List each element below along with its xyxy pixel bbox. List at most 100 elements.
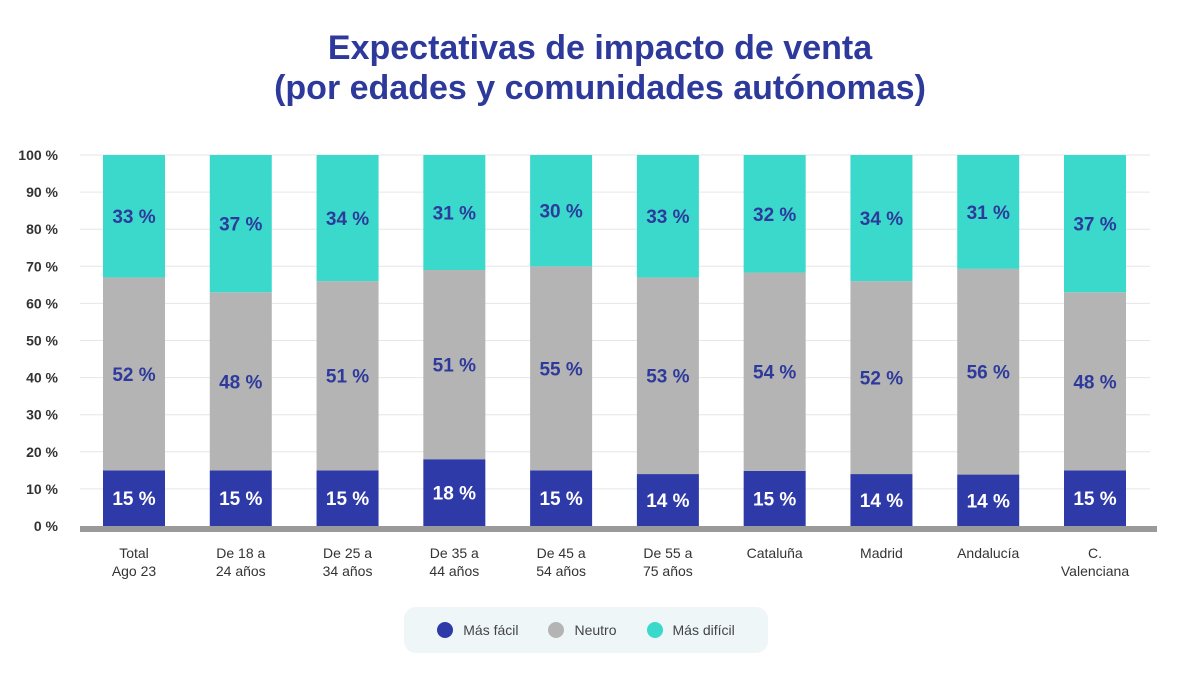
- x-tick-label: Madrid: [860, 545, 903, 561]
- x-tick-label: 75 años: [643, 563, 693, 579]
- bar-segment: [636, 277, 699, 475]
- bar-segment: [1064, 292, 1126, 471]
- bar-segment: [1064, 470, 1126, 526]
- data-label: 34 %: [326, 209, 369, 230]
- bar-segment: [957, 155, 1020, 269]
- data-label: 54 %: [753, 363, 796, 384]
- y-tick-label: 80 %: [26, 221, 58, 237]
- bar-segment: [530, 266, 593, 471]
- legend: Más fácil Neutro Más difícil: [404, 607, 768, 653]
- bar-segment: [850, 155, 913, 282]
- data-label: 53 %: [646, 367, 689, 388]
- x-tick-label: De 35 a: [430, 545, 479, 561]
- data-label: 15 %: [753, 489, 796, 510]
- data-label: 15 %: [326, 489, 369, 510]
- data-label: 32 %: [753, 205, 796, 226]
- x-tick-label: Andalucía: [957, 545, 1019, 561]
- chart-title: Expectativas de impacto de venta (por ed…: [0, 28, 1200, 108]
- y-tick-label: 20 %: [26, 444, 58, 460]
- bar-segment: [850, 474, 913, 526]
- data-label: 14 %: [967, 491, 1010, 512]
- data-label: 18 %: [433, 484, 476, 505]
- bar-segment: [636, 155, 699, 278]
- data-label: 15 %: [219, 489, 262, 510]
- y-tick-label: 50 %: [26, 333, 58, 349]
- data-label: 48 %: [1073, 372, 1116, 393]
- y-tick-label: 40 %: [26, 370, 58, 386]
- data-label: 14 %: [860, 491, 903, 512]
- bar-segment: [743, 272, 806, 471]
- bar-segment: [957, 268, 1020, 475]
- legend-item: Neutro: [548, 622, 617, 638]
- data-label: 15 %: [112, 489, 155, 510]
- x-tick-label: 44 años: [429, 563, 479, 579]
- bar-segment: [743, 470, 806, 526]
- data-label: 51 %: [433, 356, 476, 377]
- x-tick-label: Total: [119, 545, 149, 561]
- y-tick-label: 60 %: [26, 295, 58, 311]
- y-tick-label: 90 %: [26, 184, 58, 200]
- bar-segment: [103, 277, 165, 471]
- x-tick-label: Ago 23: [112, 563, 157, 579]
- data-label: 34 %: [860, 209, 903, 230]
- data-label: 56 %: [967, 363, 1010, 384]
- title-line-1: Expectativas de impacto de venta: [327, 29, 873, 67]
- y-tick-label: 100 %: [18, 147, 58, 163]
- legend-item: Más difícil: [646, 622, 735, 638]
- data-label: 37 %: [219, 215, 262, 236]
- x-tick-label: C.: [1088, 545, 1102, 561]
- bar-segment: [957, 474, 1020, 526]
- bar-segment: [530, 470, 593, 526]
- bar-segment: [850, 281, 913, 475]
- legend-dot-icon: [646, 622, 663, 638]
- x-tick-label: De 25 a: [323, 545, 372, 561]
- x-tick-label: 54 años: [536, 563, 586, 579]
- x-tick-label: De 55 a: [643, 545, 692, 561]
- bar-segment: [103, 470, 165, 526]
- data-label: 48 %: [219, 372, 262, 393]
- bar-segment: [316, 470, 379, 526]
- bar-segment: [423, 459, 486, 526]
- title-line-2: (por edades y comunidades autónomas): [274, 69, 926, 107]
- y-tick-label: 70 %: [26, 258, 58, 274]
- data-label: 30 %: [539, 202, 582, 223]
- x-axis-line: [80, 526, 1157, 532]
- bar-segment: [743, 155, 806, 273]
- data-label: 33 %: [112, 207, 155, 228]
- data-label: 55 %: [539, 359, 582, 380]
- bar-segment: [209, 155, 272, 293]
- data-label: 52 %: [860, 369, 903, 390]
- x-tick-label: 24 años: [216, 563, 266, 579]
- legend-dot-icon: [548, 622, 565, 638]
- y-tick-label: 10 %: [26, 481, 58, 497]
- legend-dot-icon: [437, 622, 454, 638]
- y-tick-label: 0 %: [34, 518, 59, 534]
- bar-segment: [423, 155, 486, 271]
- bar-segment: [103, 155, 165, 278]
- data-label: 31 %: [967, 203, 1010, 224]
- data-label: 15 %: [1073, 489, 1116, 510]
- bar-segment: [1064, 155, 1126, 293]
- x-tick-label: Cataluña: [747, 545, 803, 561]
- legend-label: Más fácil: [463, 622, 519, 638]
- bar-segment: [423, 270, 486, 460]
- legend-label: Neutro: [574, 622, 617, 638]
- legend-item: Más fácil: [437, 622, 518, 638]
- y-tick-label: 30 %: [26, 407, 58, 423]
- data-label: 52 %: [112, 365, 155, 386]
- data-label: 14 %: [646, 491, 689, 512]
- data-label: 31 %: [433, 204, 476, 225]
- data-label: 33 %: [646, 207, 689, 228]
- legend-label: Más difícil: [672, 622, 735, 638]
- x-tick-label: De 45 a: [537, 545, 586, 561]
- data-label: 51 %: [326, 367, 369, 388]
- x-tick-label: De 18 a: [216, 545, 265, 561]
- x-tick-label: 34 años: [323, 563, 373, 579]
- bar-segment: [530, 155, 593, 267]
- x-tick-label: Valenciana: [1061, 563, 1129, 579]
- bar-segment: [316, 281, 379, 471]
- data-label: 37 %: [1073, 215, 1116, 236]
- data-label: 15 %: [539, 489, 582, 510]
- bar-segment: [316, 155, 379, 282]
